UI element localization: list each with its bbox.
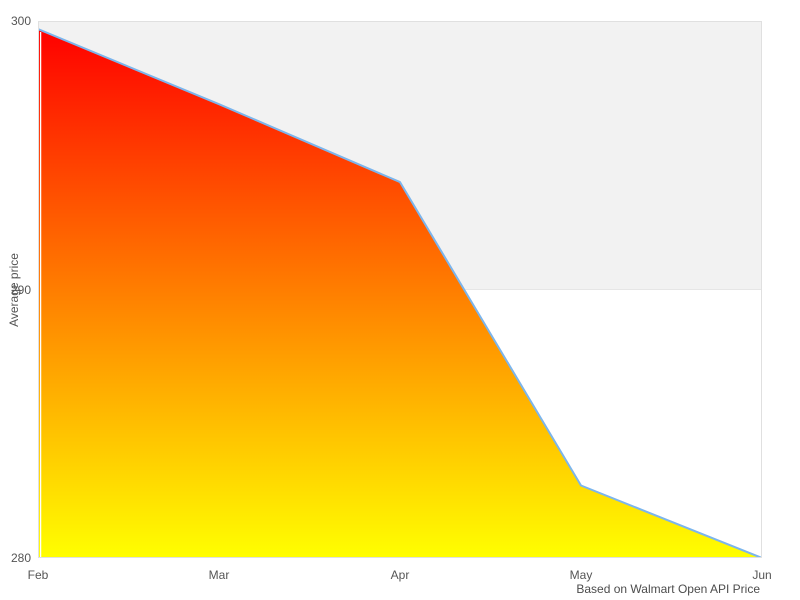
x-tick-label: May	[569, 568, 593, 582]
x-tick-label: Jun	[752, 568, 772, 582]
area-series-svg	[38, 28, 762, 558]
y-tick-label: 280	[10, 551, 31, 565]
y-tick-label: 290	[10, 282, 31, 297]
x-tick-label: Mar	[208, 568, 230, 582]
credits-caption: Based on Walmart Open API Price	[576, 582, 760, 596]
series-line	[38, 28, 762, 558]
y-tick-label: 300	[10, 14, 31, 28]
area-fill	[38, 29, 762, 558]
plot-area	[38, 21, 762, 558]
x-tick-label: Apr	[390, 568, 410, 582]
x-tick-label: Feb	[27, 568, 49, 582]
